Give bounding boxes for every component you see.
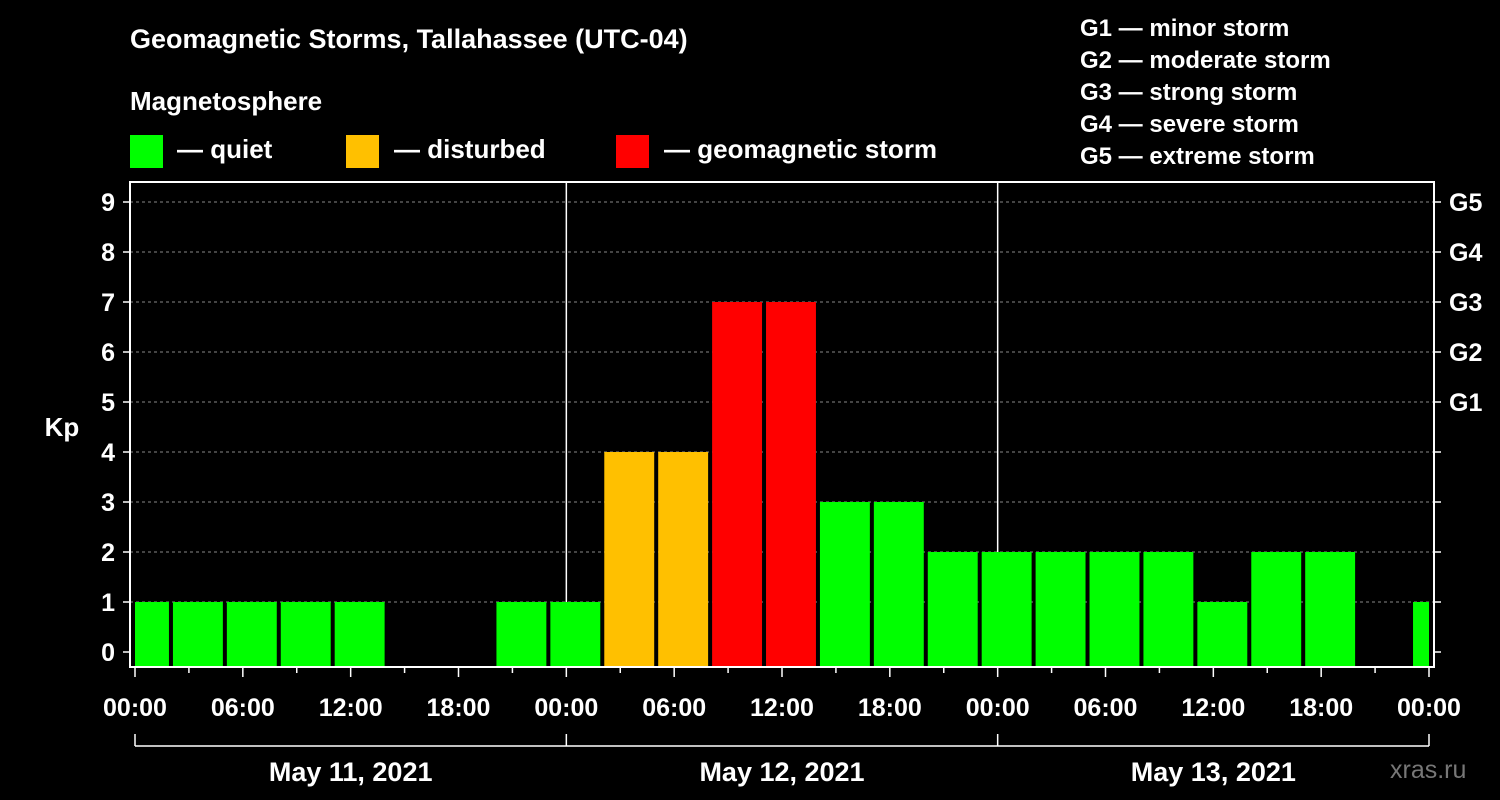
x-tick-label: 00:00 — [966, 694, 1030, 722]
day-label: May 11, 2021 — [269, 757, 433, 787]
kp-bar — [927, 552, 978, 667]
x-tick-label: 00:00 — [1397, 694, 1461, 722]
kp-bar — [1197, 602, 1248, 667]
kp-bar — [604, 452, 655, 667]
legend-swatch-quiet — [130, 135, 163, 168]
y-axis-label: Kp — [45, 412, 80, 442]
kp-bar — [712, 302, 763, 667]
x-tick-label: 06:00 — [1074, 694, 1138, 722]
x-tick-label: 12:00 — [319, 694, 383, 722]
x-tick-label: 18:00 — [427, 694, 491, 722]
g-scale-g2: G2 — moderate storm — [1080, 47, 1331, 74]
kp-bar — [766, 302, 816, 667]
g-scale-g3: G3 — strong storm — [1080, 79, 1298, 106]
kp-bar — [658, 452, 709, 667]
day-label: May 12, 2021 — [699, 757, 864, 787]
x-tick-label: 06:00 — [642, 694, 706, 722]
y-tick-label: 9 — [101, 189, 115, 217]
g-level-label: G4 — [1449, 239, 1482, 267]
g-scale-g1: G1 — minor storm — [1080, 15, 1290, 42]
y-tick-label: 6 — [101, 339, 115, 367]
y-tick-label: 0 — [101, 639, 115, 667]
chart-title: Geomagnetic Storms, Tallahassee (UTC-04) — [130, 24, 688, 54]
y-tick-label: 4 — [101, 439, 115, 467]
legend-swatch-storm — [616, 135, 649, 168]
watermark: xras.ru — [1390, 756, 1467, 784]
kp-bar — [1035, 552, 1086, 667]
kp-bar — [1305, 552, 1356, 667]
legend-label-disturbed: — disturbed — [394, 134, 546, 164]
legend-label-quiet: — quiet — [177, 134, 273, 164]
x-tick-label: 06:00 — [211, 694, 275, 722]
day-label: May 13, 2021 — [1131, 757, 1296, 787]
kp-bar — [226, 602, 277, 667]
kp-bar — [550, 602, 601, 667]
legend-swatch-disturbed — [346, 135, 379, 168]
kp-bar — [1251, 552, 1302, 667]
x-tick-label: 00:00 — [103, 694, 167, 722]
kp-bar — [873, 502, 924, 667]
kp-bar — [981, 552, 1032, 667]
y-tick-label: 3 — [101, 489, 115, 517]
legend-label-storm: — geomagnetic storm — [664, 134, 938, 164]
y-tick-label: 5 — [101, 389, 115, 417]
y-tick-label: 2 — [101, 539, 115, 567]
chart-subtitle: Magnetosphere — [130, 86, 323, 116]
x-tick-label: 18:00 — [1289, 694, 1353, 722]
g-level-label: G2 — [1449, 339, 1482, 367]
g-scale-g4: G4 — severe storm — [1080, 111, 1299, 138]
x-tick-label: 18:00 — [858, 694, 922, 722]
kp-bar — [496, 602, 547, 667]
kp-bar — [280, 602, 331, 667]
kp-bar — [334, 602, 385, 667]
g-level-label: G5 — [1449, 189, 1482, 217]
kp-bar — [1413, 602, 1429, 667]
g-level-label: G3 — [1449, 289, 1482, 317]
x-tick-label: 12:00 — [750, 694, 814, 722]
kp-bar — [1143, 552, 1194, 667]
kp-bar — [172, 602, 223, 667]
y-tick-label: 8 — [101, 239, 115, 267]
g-level-label: G1 — [1449, 389, 1482, 417]
kp-bar — [1089, 552, 1140, 667]
g-scale-g5: G5 — extreme storm — [1080, 143, 1315, 170]
kp-bar — [819, 502, 870, 667]
x-tick-label: 12:00 — [1181, 694, 1245, 722]
y-tick-label: 1 — [101, 589, 115, 617]
kp-bar — [135, 602, 169, 667]
x-tick-label: 00:00 — [534, 694, 598, 722]
y-tick-label: 7 — [101, 289, 115, 317]
